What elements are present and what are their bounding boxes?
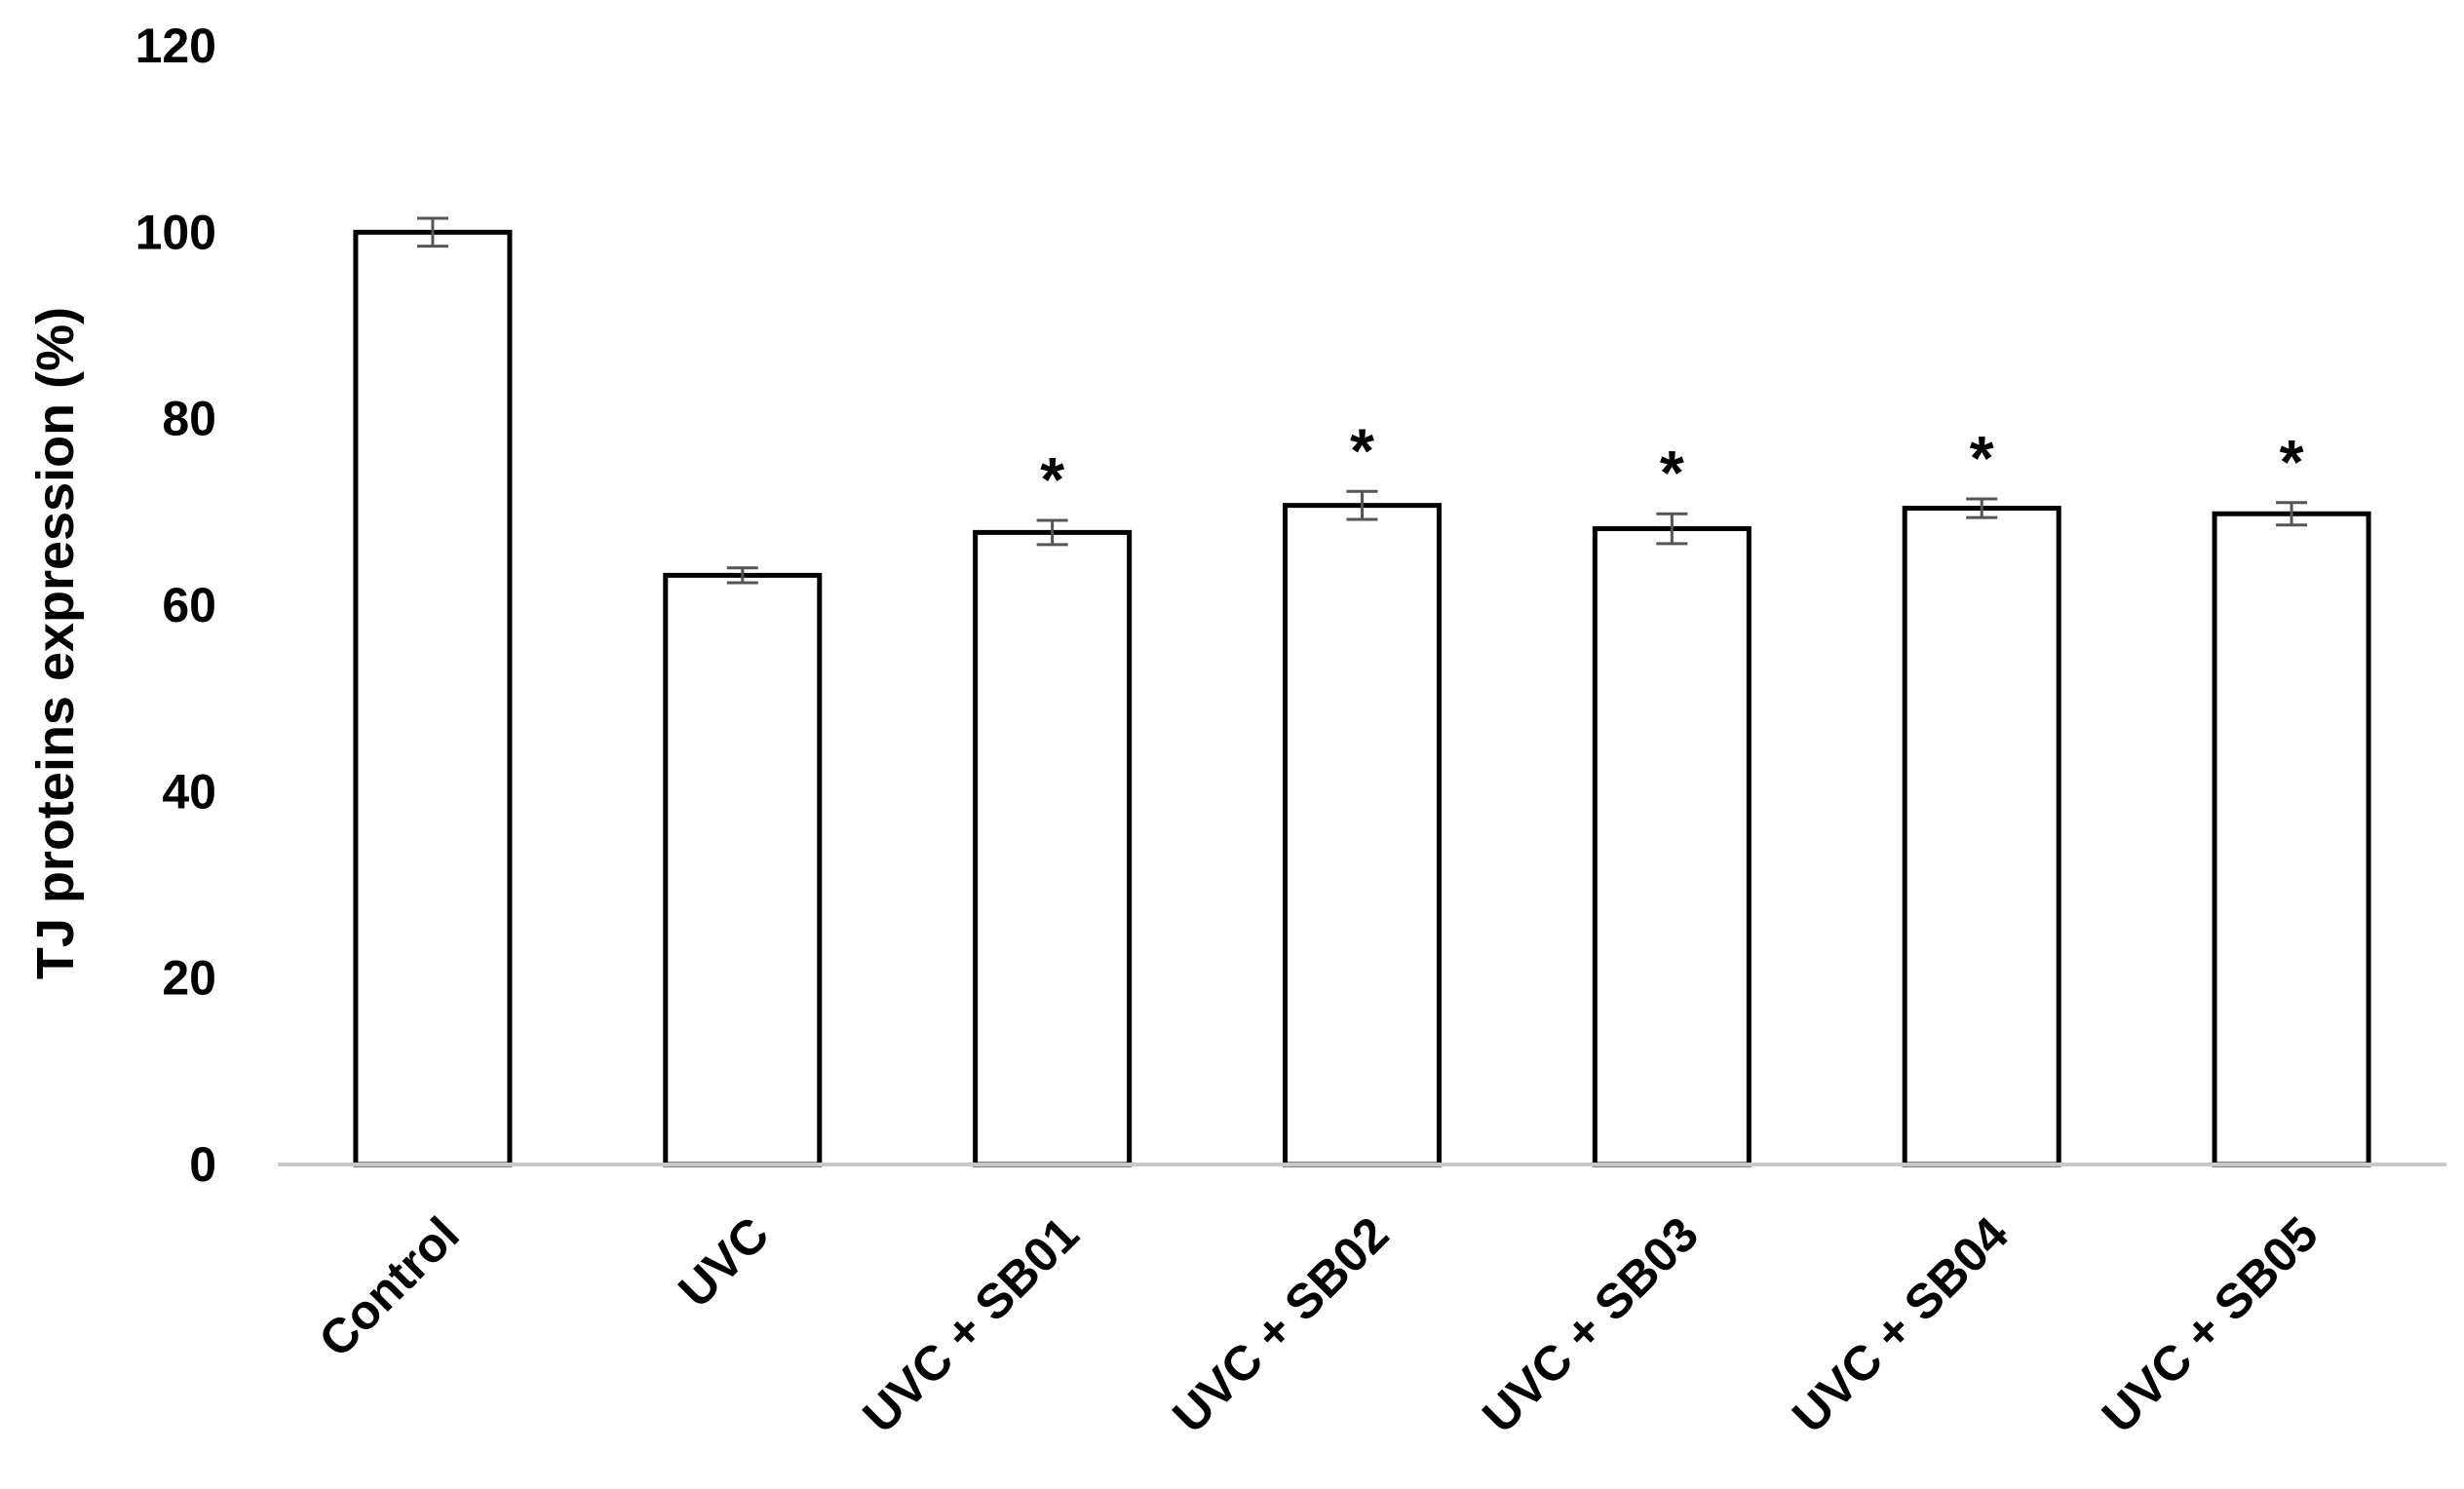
x-tick-label: UVC: [668, 1206, 779, 1317]
y-axis-title: TJ proteins expression (%): [26, 307, 85, 979]
significance-mark: *: [2280, 427, 2304, 497]
error-bars-group: [416, 216, 2308, 585]
bar: [663, 572, 823, 1167]
bar: [1592, 526, 1752, 1167]
bars-group: [353, 229, 2371, 1167]
x-tick-label: UVC + SB04: [1782, 1206, 2019, 1443]
bar: [973, 529, 1133, 1167]
bar: [353, 229, 513, 1167]
y-tick-label: 40: [162, 764, 216, 819]
x-tick-label: UVC + SB03: [1472, 1206, 1709, 1443]
x-tick-label: UVC + SB02: [1162, 1206, 1399, 1443]
y-tick-label: 0: [189, 1137, 216, 1192]
bar: [2212, 511, 2371, 1167]
y-tick-label: 60: [162, 578, 216, 632]
x-tick-label: UVC + SB05: [2092, 1206, 2329, 1443]
significance-mark: *: [1350, 415, 1374, 485]
x-tick-label: Control: [308, 1206, 469, 1367]
significance-mark: *: [1040, 444, 1064, 515]
x-axis-labels: Control UVC UVC + SB01 UVC + SB02 UVC + SB03…: [308, 1206, 2328, 1443]
significance-mark: *: [1660, 438, 1684, 508]
y-tick-label: 120: [135, 19, 216, 73]
y-tick-label: 100: [135, 205, 216, 259]
significance-mark: *: [1970, 423, 1994, 493]
y-tick-label: 20: [162, 951, 216, 1006]
bar: [1902, 506, 2061, 1167]
bar: [1283, 503, 1442, 1167]
y-axis-ticks: 0 20 40 60 80 100 120: [135, 19, 216, 1192]
x-tick-label: UVC + SB01: [852, 1206, 1089, 1443]
significance-marks-group: * * * * *: [1040, 415, 2303, 515]
y-tick-label: 80: [162, 392, 216, 446]
